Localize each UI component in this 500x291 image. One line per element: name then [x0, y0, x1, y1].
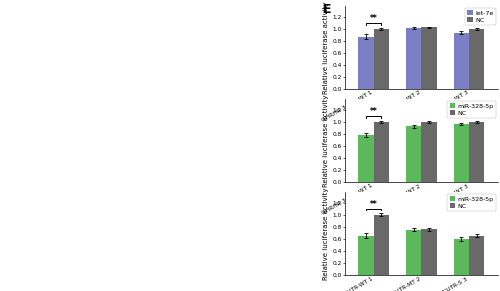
- Y-axis label: Relative luciferase activity: Relative luciferase activity: [324, 94, 330, 187]
- Text: E: E: [322, 3, 331, 16]
- Text: **: **: [370, 200, 378, 209]
- Legend: miR-328-5p, NC: miR-328-5p, NC: [447, 101, 496, 118]
- Bar: [454, 33, 469, 89]
- Legend: let-7e, NC: let-7e, NC: [465, 8, 496, 25]
- Legend: miR-328-5p, NC: miR-328-5p, NC: [447, 194, 496, 211]
- Bar: [469, 122, 484, 182]
- Bar: [358, 236, 374, 275]
- Text: **: **: [370, 14, 378, 23]
- Bar: [454, 124, 469, 182]
- Bar: [374, 122, 389, 182]
- Bar: [358, 135, 374, 182]
- Bar: [454, 239, 469, 275]
- Y-axis label: Relative luciferase activity: Relative luciferase activity: [324, 1, 330, 93]
- Bar: [469, 236, 484, 275]
- Bar: [469, 29, 484, 89]
- Y-axis label: Relative luciferase activity: Relative luciferase activity: [324, 187, 330, 280]
- Bar: [422, 27, 436, 89]
- Bar: [374, 215, 389, 275]
- Text: **: **: [370, 107, 378, 116]
- Bar: [406, 230, 421, 275]
- Bar: [422, 122, 436, 182]
- Bar: [374, 29, 389, 89]
- Bar: [358, 37, 374, 89]
- Bar: [422, 229, 436, 275]
- Bar: [406, 126, 421, 182]
- Bar: [406, 28, 421, 89]
